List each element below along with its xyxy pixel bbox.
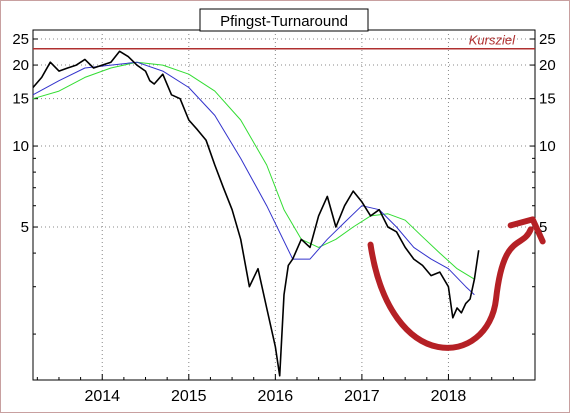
target-line-group: Kursziel bbox=[33, 33, 535, 50]
turnaround-arrow-head bbox=[507, 216, 546, 245]
series-line-ma_short bbox=[32, 61, 475, 296]
turnaround-arrow bbox=[367, 216, 546, 351]
chart-title: Pfingst-Turnaround bbox=[220, 13, 348, 30]
y-tick-label-right: 10 bbox=[539, 138, 556, 155]
series-line-ma_long bbox=[32, 61, 475, 280]
target-label: Kursziel bbox=[469, 33, 516, 48]
axis-ticks: 5 5 10 10 15 15 20 20 25 25 2014 2015 2016 2017 2018 bbox=[12, 31, 555, 405]
y-tick-label-right: 20 bbox=[539, 57, 556, 74]
x-tick-label: 2016 bbox=[258, 388, 294, 405]
x-tick-label: 2014 bbox=[84, 388, 120, 405]
y-tick-label-left: 15 bbox=[12, 91, 29, 108]
x-tick-label: 2015 bbox=[171, 388, 207, 405]
y-tick-label-right: 25 bbox=[539, 31, 556, 48]
y-tick-label-right: 15 bbox=[539, 91, 556, 108]
y-tick-label-left: 25 bbox=[12, 31, 29, 48]
title-box bbox=[199, 8, 369, 32]
x-tick-label: 2018 bbox=[431, 388, 467, 405]
title-group: Pfingst-Turnaround bbox=[199, 8, 369, 32]
y-tick-label-right: 5 bbox=[539, 219, 547, 236]
turnaround-arrow-curve bbox=[367, 226, 534, 351]
y-tick-label-left: 5 bbox=[21, 219, 29, 236]
x-tick-label: 2017 bbox=[344, 388, 380, 405]
series-line-price bbox=[32, 50, 480, 377]
y-tick-label-left: 10 bbox=[12, 138, 29, 155]
y-tick-label-left: 20 bbox=[12, 57, 29, 74]
series-lines bbox=[32, 50, 480, 377]
